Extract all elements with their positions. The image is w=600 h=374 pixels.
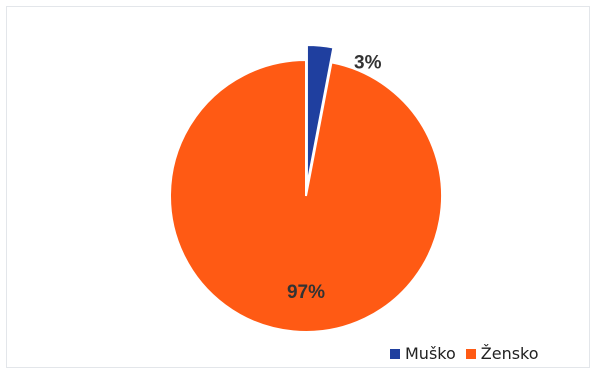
pie-slice--ensko	[169, 58, 443, 333]
pie-slice-mu-ko	[305, 44, 335, 187]
data-label--ensko: 97%	[287, 282, 325, 303]
legend-swatch-musko	[390, 348, 400, 359]
legend-item-zensko: Žensko	[465, 344, 539, 363]
data-label-mu-ko: 3%	[354, 53, 382, 74]
pie-labels: 3% 97%	[287, 53, 382, 303]
legend-swatch-zensko	[465, 348, 476, 359]
pie-slices	[169, 44, 443, 333]
legend-label-musko: Muško	[405, 344, 456, 363]
legend: Muško Žensko	[390, 344, 549, 363]
legend-label-zensko: Žensko	[480, 344, 539, 363]
legend-item-musko: Muško	[390, 344, 456, 363]
